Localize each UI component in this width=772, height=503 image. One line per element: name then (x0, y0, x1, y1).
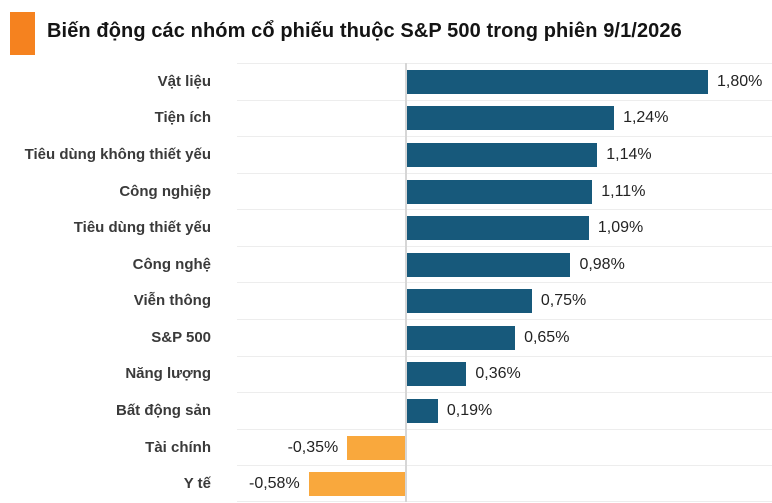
bar-positive (406, 216, 589, 241)
bar-negative (308, 471, 406, 496)
value-label: 0,75% (540, 292, 587, 310)
chart-row: Tiêu dùng thiết yếu 1,09% (0, 209, 772, 246)
value-label: 0,36% (475, 365, 521, 383)
zero-axis-line (405, 63, 407, 502)
value-label: 0,98% (579, 255, 625, 273)
category-label: Công nghệ (132, 255, 211, 273)
bar-positive (406, 252, 571, 277)
chart-row: Y tế -0,58% (0, 465, 772, 502)
category-label: Tiêu dùng thiết yếu (73, 219, 211, 237)
value-label: -0,58% (248, 474, 300, 492)
plot-area: 1,09% (237, 209, 772, 246)
plot-area: 1,80% (237, 63, 772, 100)
category-label: Bất động sản (115, 401, 211, 419)
chart-row: Công nghệ 0,98% (0, 245, 772, 283)
chart-row: Vật liệu 1,80% (0, 63, 772, 100)
chart-row: Bất động sản 0,19% (0, 392, 772, 429)
bar-positive (406, 179, 593, 204)
category-label: Tài chính (145, 438, 211, 456)
bar-positive (406, 289, 532, 314)
title-accent-marker (10, 12, 35, 55)
value-label: 1,24% (623, 109, 669, 127)
category-label: Năng lượng (125, 365, 211, 383)
plot-area: 0,19% (237, 392, 772, 429)
plot-area: 0,36% (237, 355, 772, 393)
bar-negative (347, 435, 406, 460)
plot-area: -0,35% (237, 428, 772, 466)
plot-area: 0,75% (237, 282, 772, 319)
bar-positive (406, 398, 438, 423)
chart-row: Công nghiệp 1,11% (0, 172, 772, 210)
value-label: 0,65% (524, 328, 570, 346)
plot-area: 0,98% (237, 245, 772, 283)
bar-chart: Vật liệu 1,80% Tiện ích 1,24% Tiêu dùng khôn… (0, 63, 772, 502)
chart-row: Tài chính -0,35% (0, 428, 772, 466)
category-label: Tiện ích (154, 109, 211, 127)
plot-area: 1,14% (237, 136, 772, 173)
bar-positive (406, 69, 709, 94)
category-label: Công nghiệp (119, 182, 211, 200)
value-label: 0,19% (446, 401, 493, 419)
chart-row: Tiêu dùng không thiết yếu 1,14% (0, 136, 772, 173)
chart-row: Năng lượng 0,36% (0, 355, 772, 393)
plot-area: 0,65% (237, 319, 772, 356)
category-label: Viễn thông (133, 292, 211, 310)
bar-positive (406, 325, 516, 350)
value-label: -0,35% (287, 438, 339, 456)
chart-row: Tiện ích 1,24% (0, 99, 772, 137)
chart-row: S&P 500 0,65% (0, 319, 772, 356)
bar-positive (406, 362, 467, 387)
plot-area: 1,11% (237, 172, 772, 210)
plot-area: -0,58% (237, 465, 772, 502)
category-label: Vật liệu (157, 72, 211, 90)
value-label: 1,80% (717, 72, 763, 90)
bar-positive (406, 142, 598, 167)
chart-title: Biến động các nhóm cổ phiếu thuộc S&P 50… (47, 20, 682, 42)
plot-area: 1,24% (237, 99, 772, 137)
category-label: S&P 500 (151, 328, 211, 346)
value-label: 1,11% (601, 182, 646, 200)
category-label: Y tế (183, 475, 211, 493)
chart-header: Biến động các nhóm cổ phiếu thuộc S&P 50… (0, 0, 772, 63)
category-label: Tiêu dùng không thiết yếu (24, 145, 211, 163)
value-label: 1,14% (606, 145, 652, 163)
value-label: 1,09% (597, 219, 644, 237)
chart-row: Viễn thông 0,75% (0, 282, 772, 319)
bar-positive (406, 106, 615, 131)
